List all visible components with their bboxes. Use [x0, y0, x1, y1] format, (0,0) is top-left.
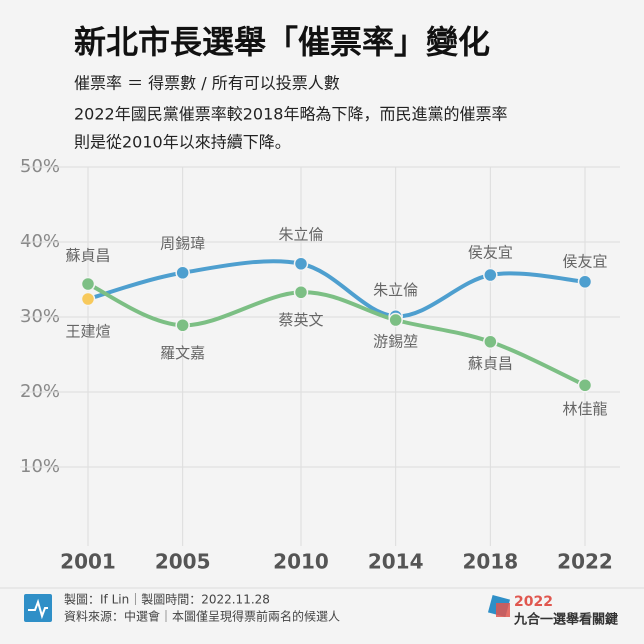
logo-icon: [28, 598, 48, 620]
x-tick-label: 2018: [462, 550, 518, 574]
point-label: 羅文嘉: [160, 344, 205, 362]
brand-icon: [496, 603, 510, 617]
title: 新北市長選舉「催票率」變化: [74, 23, 490, 61]
logo-icon: [24, 594, 52, 622]
point: [388, 312, 403, 328]
x-tick-label: 2001: [60, 550, 116, 574]
point-label: 侯友宜: [562, 252, 607, 270]
point-label: 林佳龍: [562, 400, 607, 418]
x-tick-label: 2005: [155, 550, 211, 574]
point: [80, 276, 96, 292]
point: [175, 265, 190, 280]
brand-year: 2022: [514, 594, 553, 610]
point-label: 王建煊: [65, 323, 110, 341]
point: [483, 334, 498, 349]
x-tick-label: 2014: [368, 550, 424, 574]
point: [293, 256, 309, 271]
point-label: 侯友宜: [468, 244, 513, 262]
note: 則是從2010年以來持續下降。: [74, 133, 291, 152]
point: [80, 291, 96, 307]
point: [577, 274, 593, 289]
point-label: 朱立倫: [278, 225, 323, 243]
point-label: 蘇貞昌: [468, 354, 513, 372]
credit: 製圖：If Lin｜製圖時間：2022.11.28: [64, 593, 270, 607]
point-label: 蘇貞昌: [65, 247, 110, 265]
x-tick-label: 2010: [273, 550, 329, 574]
point-label: 游錫堃: [373, 333, 418, 351]
formula: 催票率 ＝ 得票數 / 所有可以投票人數: [74, 74, 340, 93]
note: 2022年國民黨催票率較2018年略為下降，而民進黨的催票率: [74, 105, 507, 124]
series-line: [87, 282, 586, 388]
brand-name: 九合一選舉看關鍵: [513, 612, 618, 628]
point: [577, 378, 593, 393]
point-label: 朱立倫: [373, 281, 418, 299]
point-label: 周錫瑋: [160, 234, 205, 252]
point-label: 蔡英文: [278, 311, 323, 329]
source: 資料來源：中選會｜本圖僅呈現得票前兩名的候選人: [64, 609, 340, 624]
point: [483, 267, 498, 283]
x-tick-label: 2022: [557, 550, 613, 574]
point: [175, 318, 190, 333]
plot: 10%20%30%40%50%2001 2005 2010 2014 2018 2022王…: [20, 156, 620, 574]
point: [293, 285, 309, 300]
